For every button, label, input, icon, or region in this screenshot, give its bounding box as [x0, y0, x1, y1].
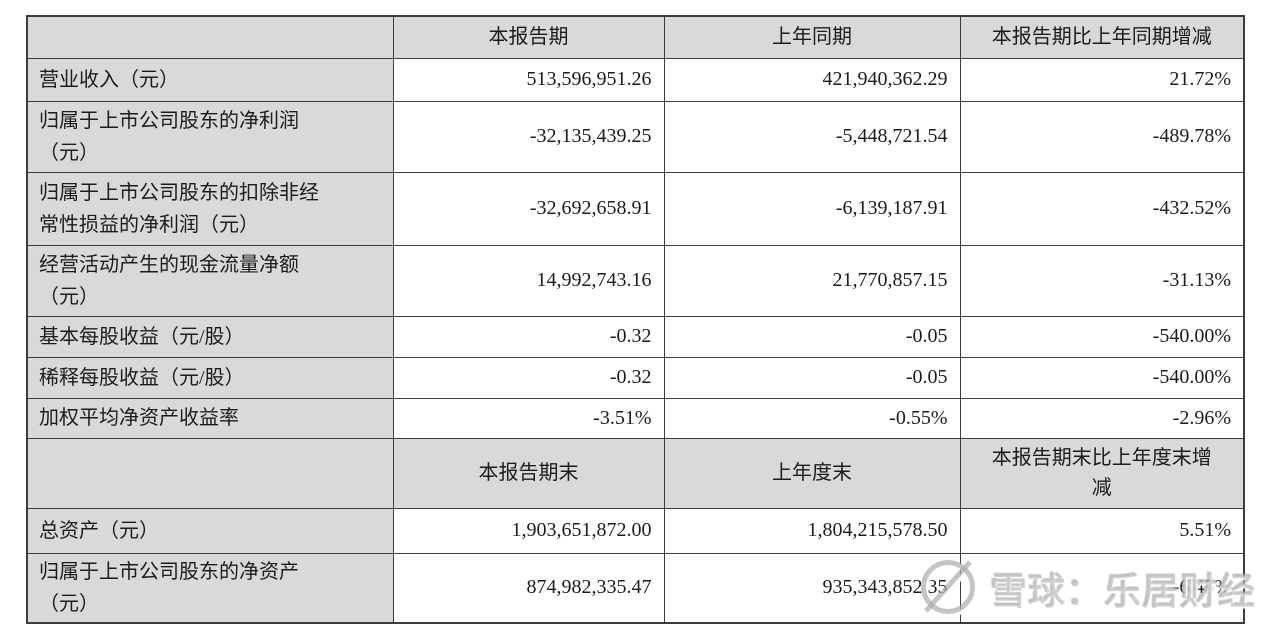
table-header-row-period: 本报告期 上年同期 本报告期比上年同期增减	[26, 15, 1245, 59]
table-row-revenue: 营业收入（元） 513,596,951.26 421,940,362.29 21…	[26, 57, 1245, 102]
table-row-net-assets: 归属于上市公司股东的净资产 （元） 874,982,335.47 935,343…	[26, 552, 1245, 623]
value-change: -540.00%	[959, 356, 1245, 399]
value-prior-period: -0.05	[663, 356, 961, 399]
value-current-period: -0.32	[392, 315, 665, 358]
col-header-prior-period: 上年同期	[663, 15, 961, 59]
table-row-basic-eps: 基本每股收益（元/股） -0.32 -0.05 -540.00%	[26, 315, 1245, 358]
row-label: 归属于上市公司股东的净资产 （元）	[26, 552, 394, 623]
value-prior-period: 1,804,215,578.50	[663, 507, 961, 554]
value-prior-period: 21,770,857.15	[663, 244, 961, 317]
empty-header-cell	[26, 15, 394, 59]
value-current-period: -3.51%	[392, 397, 665, 439]
value-current-period: -32,135,439.25	[392, 100, 665, 173]
value-change: -31.13%	[959, 244, 1245, 317]
col-header-current-period: 本报告期	[392, 15, 665, 59]
value-prior-period: 935,343,852.35	[663, 552, 961, 623]
value-current-period: 874,982,335.47	[392, 552, 665, 623]
table-row-operating-cash-flow: 经营活动产生的现金流量净额 （元） 14,992,743.16 21,770,8…	[26, 244, 1245, 317]
value-change: 21.72%	[959, 57, 1245, 102]
table-row-total-assets: 总资产（元） 1,903,651,872.00 1,804,215,578.50…	[26, 507, 1245, 554]
col-header-period-change: 本报告期比上年同期增减	[959, 15, 1245, 59]
row-label: 加权平均净资产收益率	[26, 397, 394, 439]
row-label: 基本每股收益（元/股）	[26, 315, 394, 358]
value-change: -489.78%	[959, 100, 1245, 173]
table-row-diluted-eps: 稀释每股收益（元/股） -0.32 -0.05 -540.00%	[26, 356, 1245, 399]
value-change: -540.00%	[959, 315, 1245, 358]
value-prior-period: -0.05	[663, 315, 961, 358]
table-row-net-profit: 归属于上市公司股东的净利润 （元） -32,135,439.25 -5,448,…	[26, 100, 1245, 173]
value-current-period: 513,596,951.26	[392, 57, 665, 102]
empty-header-cell	[26, 437, 394, 509]
value-current-period: -0.32	[392, 356, 665, 399]
value-change: -2.96%	[959, 397, 1245, 439]
value-current-period: 1,903,651,872.00	[392, 507, 665, 554]
value-change: -432.52%	[959, 171, 1245, 246]
value-current-period: -32,692,658.91	[392, 171, 665, 246]
row-label: 营业收入（元）	[26, 57, 394, 102]
col-header-current-period-end: 本报告期末	[392, 437, 665, 509]
row-label: 归属于上市公司股东的净利润 （元）	[26, 100, 394, 173]
row-label: 归属于上市公司股东的扣除非经 常性损益的净利润（元）	[26, 171, 394, 246]
table-row-net-profit-excl-nonrecurring: 归属于上市公司股东的扣除非经 常性损益的净利润（元） -32,692,658.9…	[26, 171, 1245, 246]
value-prior-period: -5,448,721.54	[663, 100, 961, 173]
table-row-weighted-avg-roe: 加权平均净资产收益率 -3.51% -0.55% -2.96%	[26, 397, 1245, 439]
row-label: 总资产（元）	[26, 507, 394, 554]
value-change: 5.51%	[959, 507, 1245, 554]
value-prior-period: -6,139,187.91	[663, 171, 961, 246]
col-header-period-end-change: 本报告期末比上年度末增 减	[959, 437, 1245, 509]
financial-summary-table: 本报告期 上年同期 本报告期比上年同期增减 营业收入（元） 513,596,95…	[26, 15, 1245, 624]
row-label: 稀释每股收益（元/股）	[26, 356, 394, 399]
row-label: 经营活动产生的现金流量净额 （元）	[26, 244, 394, 317]
value-current-period: 14,992,743.16	[392, 244, 665, 317]
value-prior-period: -0.55%	[663, 397, 961, 439]
table-header-row-period-end: 本报告期末 上年度末 本报告期末比上年度末增 减	[26, 437, 1245, 509]
value-change: -6.45%	[959, 552, 1245, 623]
col-header-prior-year-end: 上年度末	[663, 437, 961, 509]
value-prior-period: 421,940,362.29	[663, 57, 961, 102]
